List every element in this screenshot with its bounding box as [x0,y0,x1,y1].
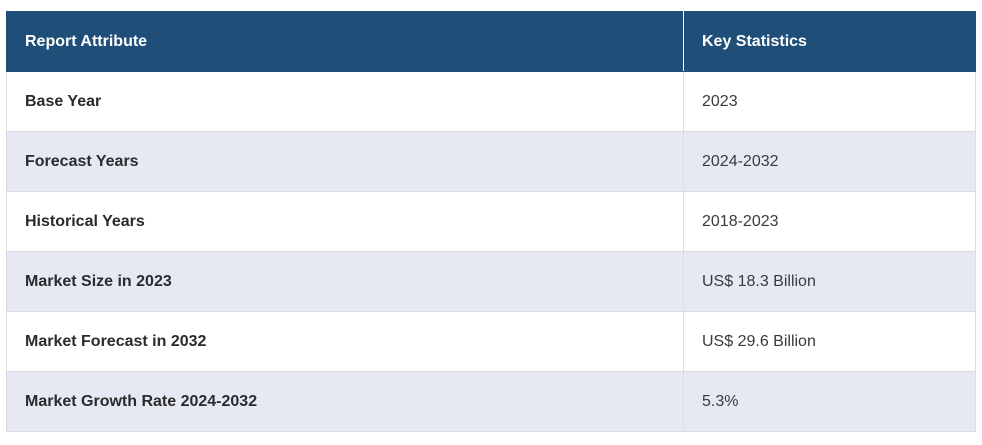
row-value: 5.3% [683,371,976,432]
row-value: 2018-2023 [683,191,976,252]
table-row: Forecast Years 2024-2032 [6,131,976,192]
row-attribute: Market Size in 2023 [6,251,684,312]
row-attribute: Historical Years [6,191,684,252]
table-header-row: Report Attribute Key Statistics [6,11,976,72]
table-row: Market Forecast in 2032 US$ 29.6 Billion [6,311,976,372]
table-row: Historical Years 2018-2023 [6,191,976,252]
row-attribute: Forecast Years [6,131,684,192]
row-attribute: Market Growth Rate 2024-2032 [6,371,684,432]
table-row: Market Size in 2023 US$ 18.3 Billion [6,251,976,312]
row-value: US$ 29.6 Billion [683,311,976,372]
table-row: Base Year 2023 [6,71,976,132]
report-attributes-table: Report Attribute Key Statistics Base Yea… [6,11,976,432]
row-value: 2023 [683,71,976,132]
report-table-container: Report Attribute Key Statistics Base Yea… [6,11,976,432]
row-value: 2024-2032 [683,131,976,192]
row-attribute: Base Year [6,71,684,132]
header-key-statistics: Key Statistics [683,11,976,72]
header-report-attribute: Report Attribute [6,11,684,72]
row-attribute: Market Forecast in 2032 [6,311,684,372]
row-value: US$ 18.3 Billion [683,251,976,312]
table-row: Market Growth Rate 2024-2032 5.3% [6,371,976,432]
